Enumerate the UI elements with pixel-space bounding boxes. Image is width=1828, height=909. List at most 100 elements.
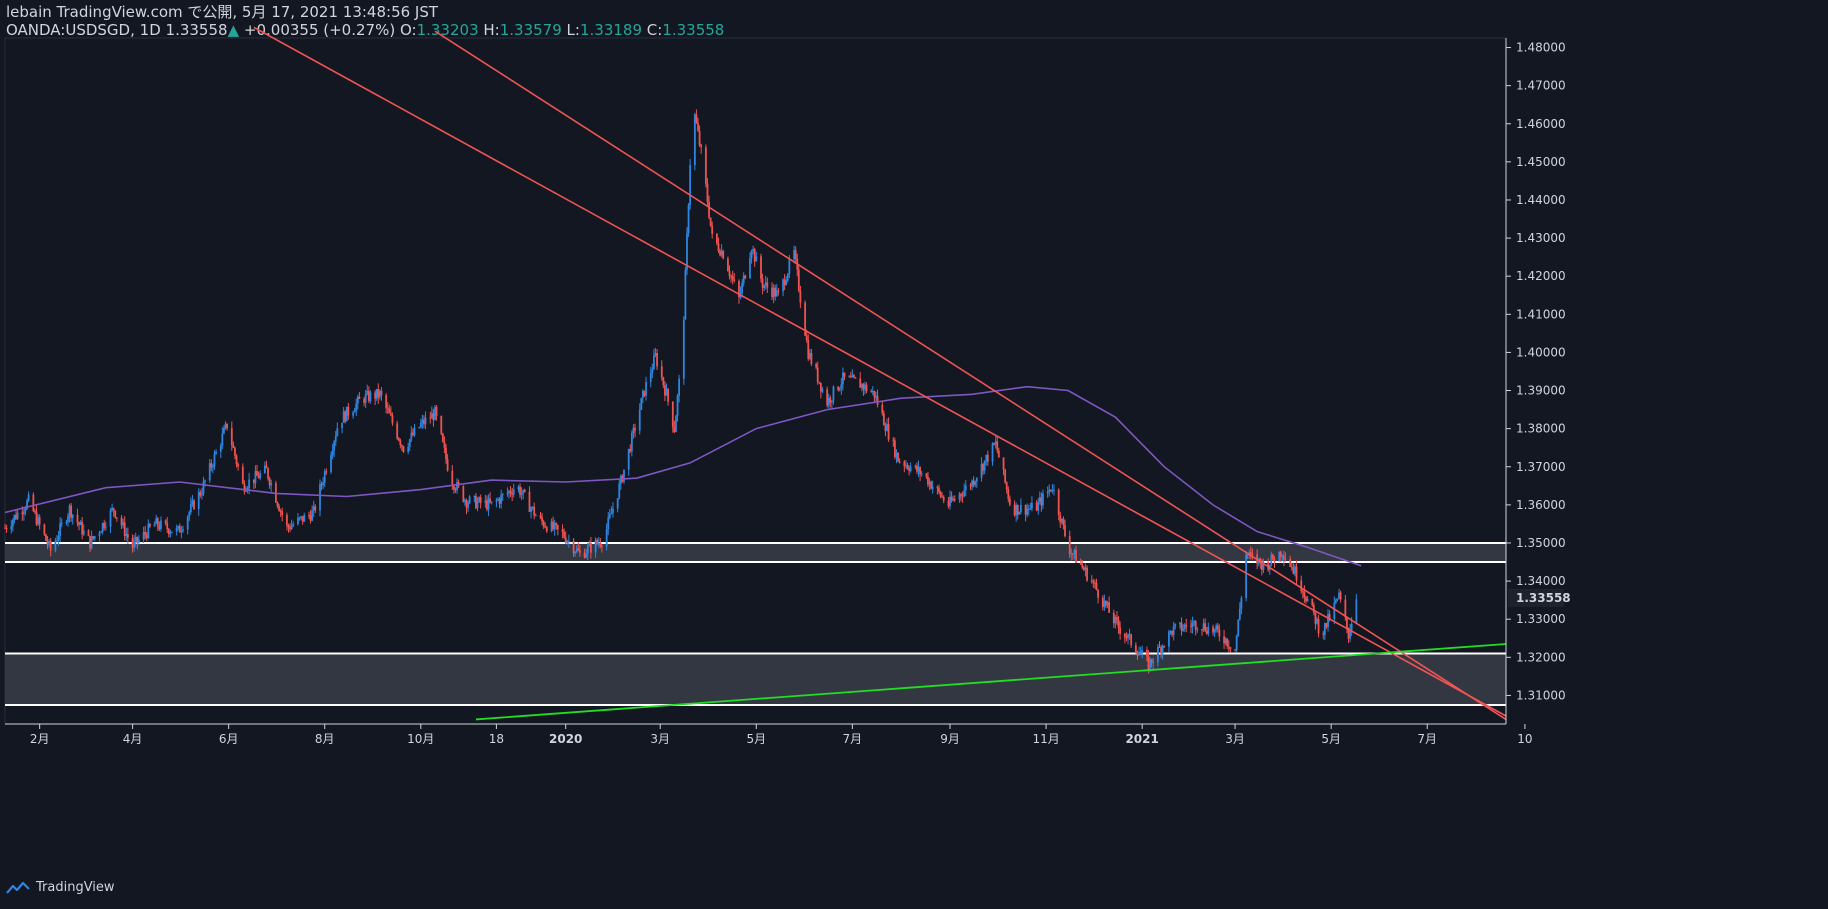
candle-body xyxy=(259,472,262,479)
up-arrow-icon: ▲ xyxy=(227,21,240,39)
candle-body xyxy=(1240,597,1243,609)
candle-body xyxy=(731,276,734,280)
candle-body xyxy=(464,500,466,502)
candle-body xyxy=(930,481,933,489)
candle-body xyxy=(1108,602,1110,613)
candle-body xyxy=(38,517,41,525)
candle-body xyxy=(1150,659,1153,663)
candle-body xyxy=(656,352,658,367)
candle-body xyxy=(1273,559,1276,562)
candle-body xyxy=(574,552,577,554)
last-price-tag xyxy=(1508,588,1564,607)
candle-body xyxy=(1205,630,1208,634)
candle-body xyxy=(630,432,633,452)
candle-body xyxy=(719,251,721,256)
candle-body xyxy=(950,496,953,501)
candle-body xyxy=(1278,551,1281,562)
candle-body xyxy=(1149,659,1151,670)
candle-body xyxy=(730,275,732,277)
candle-body xyxy=(1334,600,1337,603)
x-tick-label: 5月 xyxy=(746,732,766,746)
candle-body xyxy=(401,445,403,447)
candle-body xyxy=(5,527,8,530)
candle-body xyxy=(374,392,377,399)
candle-body xyxy=(1300,580,1303,592)
candle-body xyxy=(15,514,17,519)
candle-body xyxy=(180,530,183,533)
candle-body xyxy=(131,537,134,548)
candle-body xyxy=(1117,619,1120,628)
y-tick-label: 1.31000 xyxy=(1516,688,1566,702)
candle-body xyxy=(418,427,421,429)
y-tick-label: 1.34000 xyxy=(1516,574,1566,588)
candle-body xyxy=(353,411,356,413)
candle-body xyxy=(300,516,303,518)
candle-body xyxy=(1193,621,1196,623)
candle-body xyxy=(632,427,635,433)
candle-body xyxy=(252,479,255,484)
candle-body xyxy=(980,463,983,478)
candle-body xyxy=(501,493,504,495)
candle-body xyxy=(882,413,885,426)
candle-body xyxy=(498,499,501,504)
candle-body xyxy=(1038,497,1041,502)
candle-body xyxy=(1289,558,1292,567)
candle-body xyxy=(528,491,531,512)
candle-body xyxy=(232,445,235,448)
moving-average-line xyxy=(4,385,1362,567)
x-tick-label: 5月 xyxy=(1321,732,1341,746)
candle-body xyxy=(490,501,493,503)
candle-body xyxy=(1157,646,1159,663)
candle-body xyxy=(1201,629,1203,631)
candle-body xyxy=(410,432,413,440)
candle-body xyxy=(1171,630,1173,635)
candle-body xyxy=(241,466,244,484)
candle-body xyxy=(98,532,101,537)
candle-body xyxy=(57,536,60,541)
candle-body xyxy=(938,487,940,492)
candle-body xyxy=(1147,656,1150,670)
candle-body xyxy=(65,522,68,524)
candle-body xyxy=(764,282,767,286)
candle-body xyxy=(35,511,38,525)
candle-body xyxy=(424,417,427,425)
x-tick-label: 10 xyxy=(1517,732,1532,746)
candle-body xyxy=(704,147,707,184)
publish-info: lebain TradingView.com で公開, 5月 17, 2021 … xyxy=(6,3,439,21)
candle-body xyxy=(1141,650,1144,654)
trend-drawings[interactable] xyxy=(253,26,1507,721)
candle-body xyxy=(826,389,829,406)
candle-body xyxy=(837,386,840,391)
candle-body xyxy=(853,375,855,378)
candle-body xyxy=(289,527,291,530)
candle-body xyxy=(783,279,786,285)
candle-body xyxy=(153,523,156,527)
candle-body xyxy=(1029,508,1032,510)
candle-body xyxy=(322,482,325,486)
candle-body xyxy=(771,287,773,298)
zone-0 xyxy=(5,542,1506,563)
candle-body xyxy=(693,114,696,166)
candle-body xyxy=(330,455,332,473)
time-axis[interactable]: 2月 4月 6月 8月 10月 18 2020 3月 5月 7月 9月 11月 2021 3月 5月 7月 10 xyxy=(5,723,1533,746)
candle-body xyxy=(974,481,977,485)
candle-body xyxy=(1081,564,1084,568)
price-axis[interactable]: 1.31000 1.32000 1.33000 1.34000 1.35000 1.360… xyxy=(1505,38,1571,724)
candle-body xyxy=(142,532,145,540)
candle-body xyxy=(212,466,214,468)
candle-body xyxy=(1158,646,1161,648)
candle-body xyxy=(120,517,123,526)
candle-body xyxy=(204,480,206,482)
candle-body xyxy=(454,489,457,491)
open-label: O: xyxy=(399,21,417,39)
candle-body xyxy=(772,287,775,298)
candle-body xyxy=(134,536,137,542)
candle-body xyxy=(799,290,802,303)
symbol-label[interactable]: OANDA:USDSGD, 1D xyxy=(6,21,161,39)
candle-body xyxy=(1090,580,1093,582)
candle-body xyxy=(876,396,879,405)
candle-body xyxy=(842,372,844,385)
close-value: 1.33558 xyxy=(662,21,725,39)
candle-body xyxy=(654,352,657,356)
